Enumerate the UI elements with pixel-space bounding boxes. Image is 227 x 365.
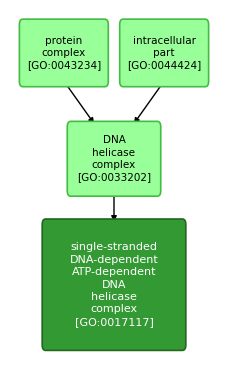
Text: single-stranded
DNA-dependent
ATP-dependent
DNA
helicase
complex
[GO:0017117]: single-stranded DNA-dependent ATP-depend… <box>69 242 158 327</box>
Text: DNA
helicase
complex
[GO:0033202]: DNA helicase complex [GO:0033202] <box>76 135 151 182</box>
FancyBboxPatch shape <box>42 219 185 350</box>
Text: intracellular
part
[GO:0044424]: intracellular part [GO:0044424] <box>126 35 200 70</box>
Text: protein
complex
[GO:0043234]: protein complex [GO:0043234] <box>27 35 101 70</box>
FancyBboxPatch shape <box>119 19 208 87</box>
FancyBboxPatch shape <box>67 122 160 196</box>
FancyBboxPatch shape <box>19 19 108 87</box>
